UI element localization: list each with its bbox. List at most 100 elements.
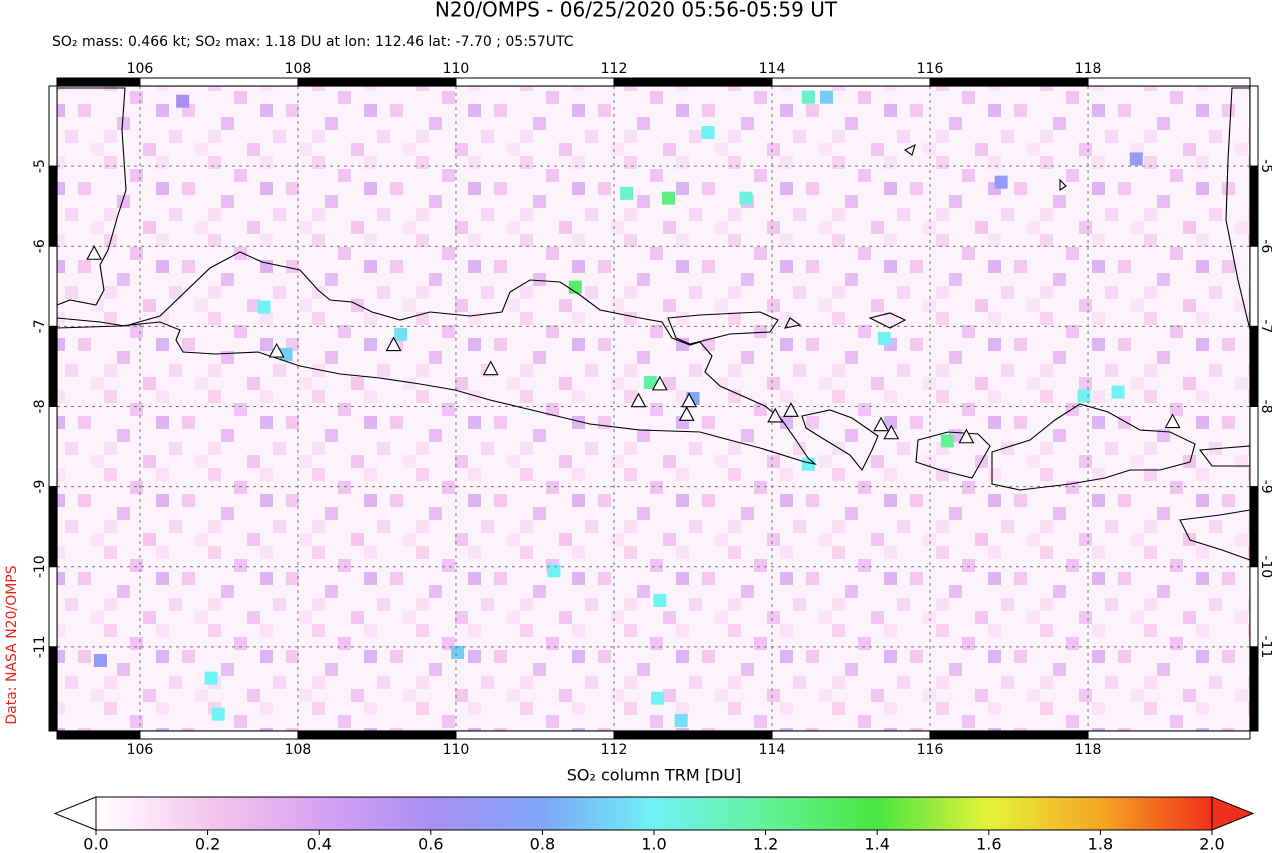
x-axis-ribbon	[56, 77, 141, 87]
colorbar-tick-label: 0.2	[195, 835, 220, 853]
x-axis-ribbon	[455, 77, 615, 87]
islands-coast	[784, 143, 1067, 329]
pixel-layer	[93, 90, 1143, 728]
x-tick-label: 108	[285, 61, 312, 77]
y-tick-label: -7	[1258, 319, 1272, 333]
colorbar-tick-label: 0.8	[530, 835, 555, 853]
so2-pixel	[994, 175, 1008, 189]
so2-pixel	[643, 375, 657, 389]
x-tick-label: 112	[601, 742, 628, 758]
y-axis-ribbon	[48, 85, 58, 167]
so2-pixel	[940, 434, 954, 448]
y-tick-label: -9	[32, 480, 48, 494]
volcano-marker	[958, 428, 975, 444]
x-axis-ribbon	[929, 77, 1089, 87]
so2-pixel	[653, 593, 667, 607]
volcano-marker	[883, 424, 900, 440]
colorbar-tick-label: 1.6	[976, 835, 1001, 853]
x-axis-ribbon	[1087, 77, 1251, 87]
y-axis-ribbon	[48, 245, 58, 327]
sumbawa-coast	[991, 403, 1196, 491]
y-axis-ribbon	[1249, 85, 1259, 167]
colorbar-tick-label: 0.0	[83, 835, 108, 853]
so2-pixel	[211, 707, 225, 721]
y-axis-ribbon	[48, 325, 58, 407]
sumatra-coast	[56, 87, 127, 306]
lombok-coast	[915, 431, 991, 479]
y-tick-label: -6	[32, 239, 48, 253]
x-axis-ribbon	[139, 77, 299, 87]
chart-title: N20/OMPS - 06/25/2020 05:56-05:59 UT	[435, 0, 838, 22]
colorbar-tick-label: 0.4	[306, 835, 331, 853]
x-axis-ribbon	[613, 730, 773, 740]
colorbar: SO₂ column TRM [DU] 0.0 0.2 0.4 0.6 0.8 1.0 1.…	[53, 766, 1255, 853]
x-axis-ribbon	[297, 730, 457, 740]
so2-pixel	[650, 691, 664, 705]
so2-pixel	[820, 90, 834, 104]
map-background	[57, 86, 1250, 731]
x-axis-ribbon	[139, 730, 299, 740]
x-axis-ribbon	[297, 77, 457, 87]
x-tick-label: 106	[127, 61, 154, 77]
so2-pixel	[1077, 389, 1091, 403]
axes-layer: 106 106 108 108 110 110 112 112 114 114 116 116 118 1…	[32, 61, 1272, 758]
x-axis-ribbon	[771, 77, 931, 87]
so2-pixel	[279, 347, 293, 361]
so2-pixel	[1129, 152, 1143, 166]
colorbar-low-arrow	[53, 796, 97, 831]
so2-pixel	[801, 457, 815, 471]
y-tick-label: -8	[32, 400, 48, 414]
colorbar-tick-label: 1.0	[641, 835, 666, 853]
x-tick-label: 112	[601, 61, 628, 77]
colorbar-tick-label: 1.2	[753, 835, 778, 853]
y-tick-label: -11	[1258, 635, 1272, 658]
y-tick-label: -8	[1258, 400, 1272, 414]
java-coast	[56, 251, 817, 465]
volcano-marker	[873, 416, 889, 432]
y-axis-ribbon	[1249, 566, 1259, 648]
data-credit: Data: NASA N20/OMPS	[4, 565, 20, 724]
x-tick-label: 118	[1075, 742, 1102, 758]
x-axis-ribbon	[455, 730, 615, 740]
colorbar-gradient	[95, 796, 1213, 831]
x-tick-label: 118	[1075, 61, 1102, 77]
x-tick-label: 114	[759, 61, 786, 77]
x-tick-label: 110	[443, 742, 470, 758]
colorbar-tick-label: 0.6	[418, 835, 443, 853]
volcano-marker	[1164, 413, 1181, 429]
so2-pixel	[451, 645, 465, 659]
x-axis-ribbon	[929, 730, 1089, 740]
colorbar-high-arrow	[1211, 796, 1255, 831]
so2-pixel	[662, 191, 676, 205]
y-axis-ribbon	[48, 486, 58, 568]
y-tick-label: -9	[1258, 480, 1272, 494]
y-axis-ribbon	[1249, 325, 1259, 407]
y-tick-label: -10	[1258, 555, 1272, 578]
y-axis-ribbon	[1249, 646, 1259, 732]
x-tick-label: 116	[917, 61, 944, 77]
x-axis-ribbon	[613, 77, 773, 87]
madura-coast	[667, 311, 779, 345]
so2-pixel	[739, 191, 753, 205]
x-axis-ribbon	[1087, 730, 1251, 740]
so2-pixel	[176, 94, 190, 108]
so2-pixel	[394, 327, 408, 341]
colorbar-label: SO₂ column TRM [DU]	[567, 766, 742, 785]
y-tick-label: -5	[32, 159, 48, 173]
y-axis-ribbon	[1249, 245, 1259, 327]
volcano-marker	[268, 342, 285, 358]
x-tick-label: 114	[759, 742, 786, 758]
y-axis-ribbon	[48, 405, 58, 488]
volcano-marker	[767, 407, 784, 423]
volcano-marker	[482, 360, 499, 376]
colorbar-tick-label: 1.4	[864, 835, 889, 853]
so2-pixel	[1111, 385, 1125, 399]
y-axis-ribbon	[1249, 486, 1259, 568]
y-tick-label: -10	[32, 555, 48, 578]
so2-pixel	[877, 331, 891, 345]
chart-subtitle: SO₂ mass: 0.466 kt; SO₂ max: 1.18 DU at …	[52, 34, 574, 50]
volcano-layer	[86, 245, 1181, 444]
volcano-marker	[678, 406, 695, 421]
